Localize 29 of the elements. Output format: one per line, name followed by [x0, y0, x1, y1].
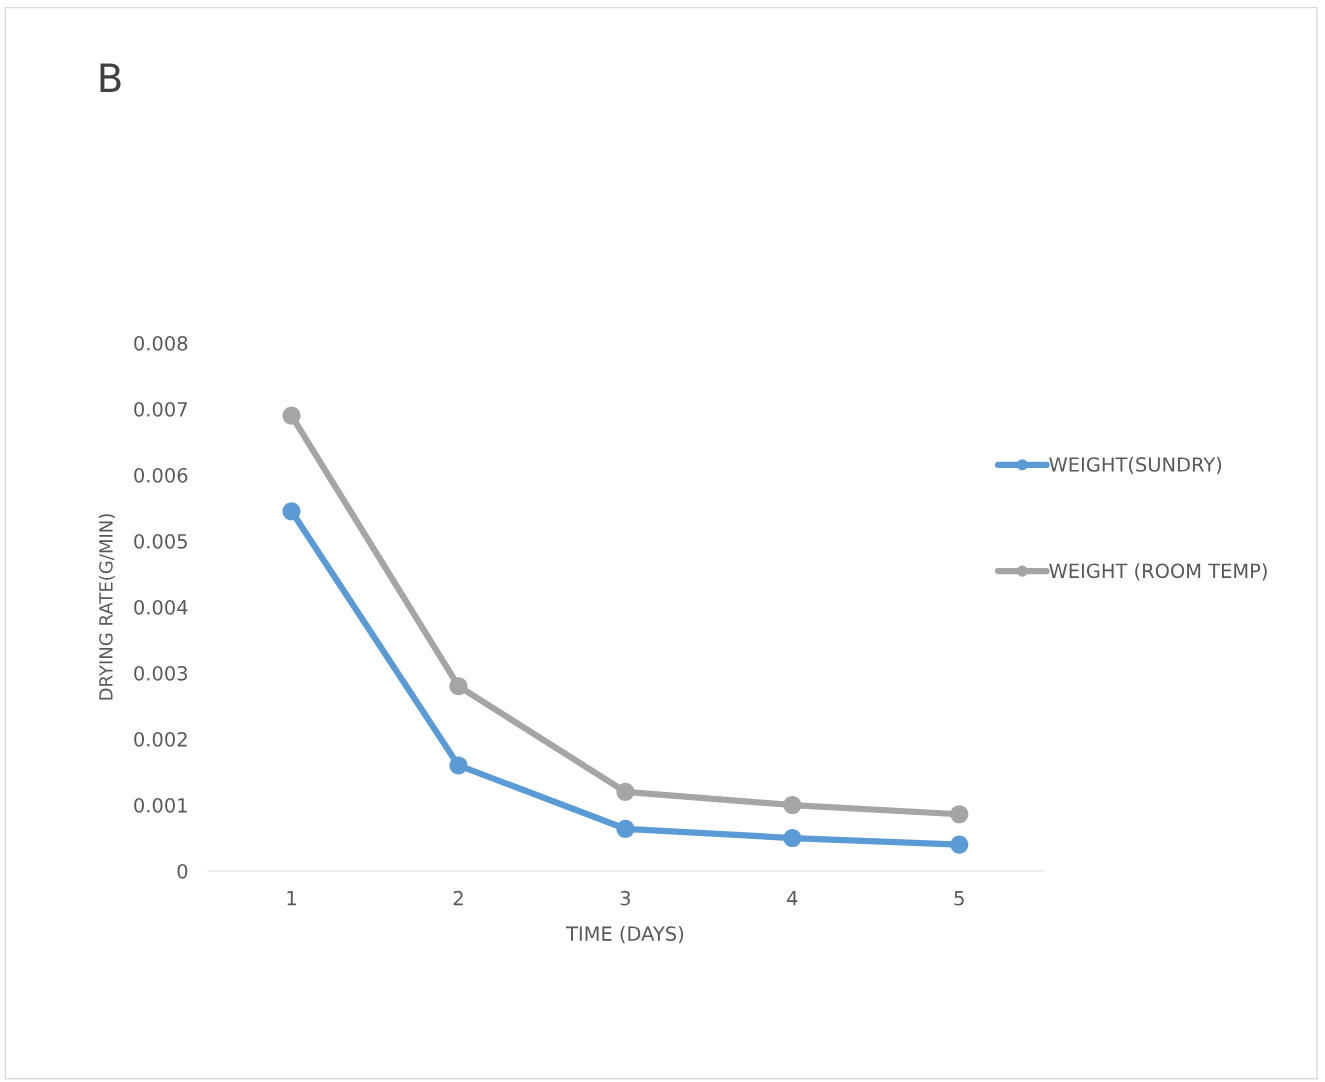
y-tick-label: 0.002	[134, 731, 187, 747]
point	[950, 835, 969, 854]
y-axis-title: DRYING RATE(G/MIN)	[98, 514, 115, 700]
point	[950, 805, 969, 824]
y-tick-label: 0.004	[134, 599, 188, 615]
y-tick-label: 0.003	[134, 665, 188, 681]
point	[783, 828, 802, 848]
x-tick-label: 3	[620, 890, 631, 906]
y-tick-label: 0.006	[134, 467, 188, 483]
legend-label: WEIGHT(SUNDRY)	[1049, 456, 1222, 475]
point	[282, 502, 301, 521]
chart-title: B	[100, 63, 121, 92]
y-tick-label: 0.007	[134, 401, 187, 417]
point	[282, 406, 301, 425]
point	[616, 782, 635, 801]
x-tick-label: 5	[954, 891, 964, 906]
point	[783, 795, 802, 815]
x-tick-label: 4	[787, 891, 798, 906]
point	[616, 819, 635, 838]
y-tick-label: 0	[177, 863, 188, 879]
point	[449, 677, 468, 696]
legend-label: WEIGHT (ROOM TEMP)	[1049, 563, 1267, 581]
y-tick-label: 0.001	[134, 797, 187, 813]
x-tick-label: 1	[287, 891, 296, 906]
x-axis-title: TIME (DAYS)	[566, 925, 684, 944]
y-tick-label: 0.008	[134, 335, 188, 351]
x-tick-label: 2	[453, 890, 463, 906]
y-tick-label: 0.005	[134, 533, 187, 549]
point	[449, 756, 468, 775]
